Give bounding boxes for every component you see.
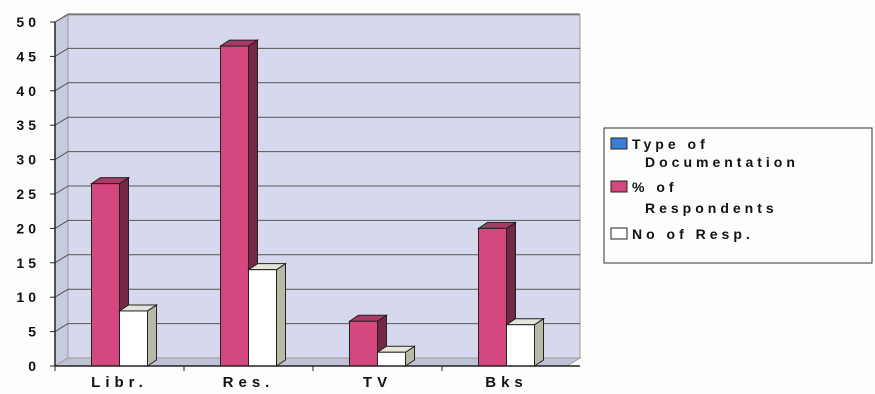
y-tick-label: 30 xyxy=(16,152,40,168)
y-tick-label: 25 xyxy=(16,186,40,202)
legend-label-0-line1: Type of xyxy=(632,136,709,152)
gridline-side xyxy=(54,288,69,298)
legend-label-1-line2: Respondents xyxy=(645,200,778,216)
y-tick-label: 10 xyxy=(16,289,40,305)
y-tick-label: 0 xyxy=(28,358,40,374)
legend-label-2: No of Resp. xyxy=(632,226,754,242)
gridline-side xyxy=(54,323,69,333)
bar-Bks-2 xyxy=(506,324,535,367)
gridline-side xyxy=(54,47,69,57)
bar-TV-1 xyxy=(349,320,378,367)
legend-swatch-0 xyxy=(610,137,628,150)
y-tick-label: 5 xyxy=(28,324,40,340)
legend-swatch-2 xyxy=(610,227,628,240)
y-tick-label: 20 xyxy=(16,220,40,236)
legend: Type of Documentation % of Respondents N… xyxy=(603,127,873,264)
bar-side xyxy=(534,317,544,367)
y-tick-label: 15 xyxy=(16,255,40,271)
gridline-side xyxy=(54,13,69,23)
x-category-label: Res. xyxy=(223,374,275,391)
legend-label-1-line1: % of xyxy=(632,179,678,195)
bar-Res.-2 xyxy=(248,269,277,367)
bars xyxy=(89,39,546,367)
gridline-side xyxy=(54,185,69,195)
y-tick-label: 40 xyxy=(16,83,40,99)
bar-Res.-1 xyxy=(220,45,249,367)
legend-box xyxy=(603,127,873,264)
bar-side xyxy=(276,262,286,367)
y-tick-label: 35 xyxy=(16,117,40,133)
y-tick-label: 50 xyxy=(16,14,40,30)
bar-Bks-1 xyxy=(478,227,507,367)
bar-Libr.-1 xyxy=(91,183,120,367)
bar-TV-2 xyxy=(377,351,406,367)
y-tick-label: 45 xyxy=(16,48,40,64)
x-category-label: Bks xyxy=(485,374,528,391)
legend-label-0-line2: Documentation xyxy=(645,154,799,170)
y-axis-ticks: 0 5 10 15 20 25 30 35 40 45 50 xyxy=(16,14,55,374)
bar-side xyxy=(147,304,157,367)
gridline-side xyxy=(54,219,69,229)
bar-Libr.-2 xyxy=(119,310,148,367)
gridline-side xyxy=(54,254,69,264)
x-category-label: TV xyxy=(363,374,392,391)
legend-swatch-1 xyxy=(610,180,628,193)
gridline-side xyxy=(54,151,69,161)
gridline-side xyxy=(54,82,69,92)
x-category-label: Libr. xyxy=(91,374,148,391)
x-axis-categories: Libr. Res. TV Bks xyxy=(54,366,528,391)
gridline-side xyxy=(54,116,69,126)
